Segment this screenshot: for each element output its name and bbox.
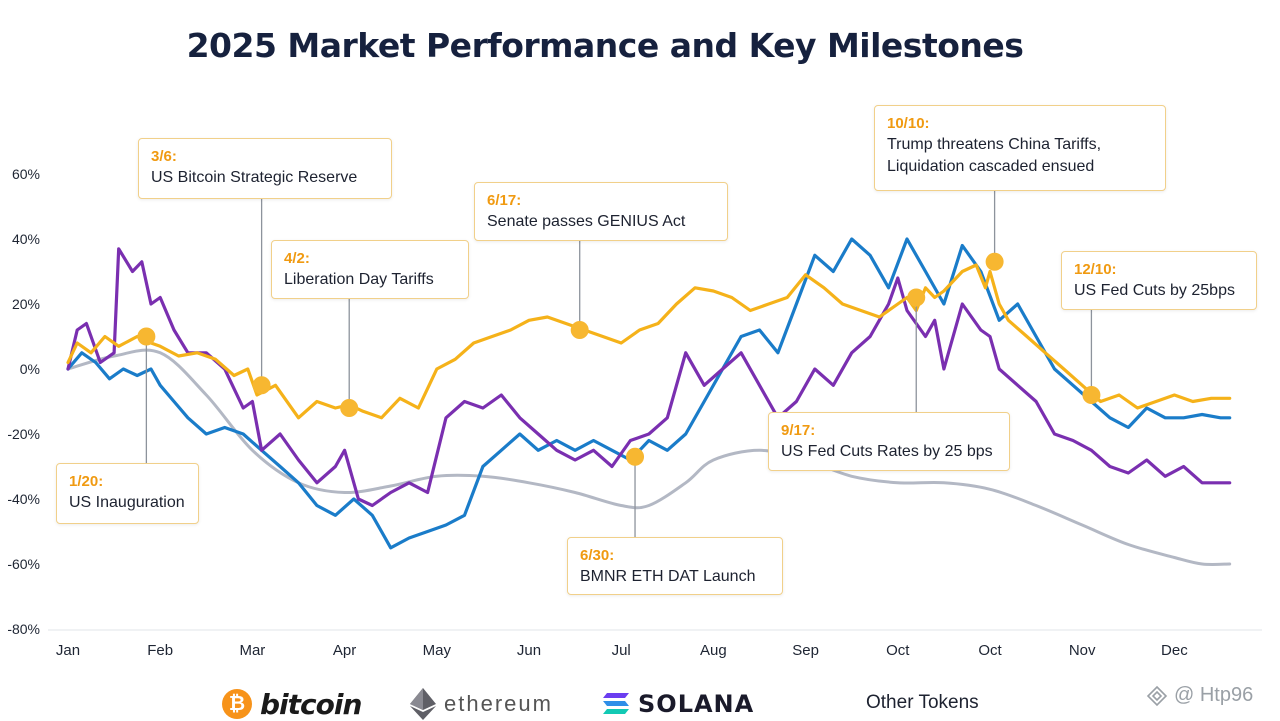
bitcoin-logo-icon: ₿	[222, 689, 252, 719]
x-tick-label: Jul	[611, 642, 631, 659]
legend-ethereum-label: ethereum	[444, 691, 553, 716]
callout-label: BMNR ETH DAT Launch	[580, 568, 756, 585]
y-tick-label: 20%	[11, 296, 40, 312]
milestone-marker	[252, 376, 271, 395]
milestone-callout-fed-cut-dec: 12/10: US Fed Cuts by 25bps	[1061, 251, 1257, 310]
series-line-other-tokens	[66, 348, 1232, 566]
milestone-marker	[137, 327, 156, 346]
legend-solana: SOLANA	[602, 688, 754, 720]
x-tick-label: Aug	[700, 642, 727, 659]
x-tick-label: Apr	[332, 642, 357, 659]
callout-date: 6/17:	[487, 192, 522, 209]
milestone-callout-china-tariffs: 10/10: Trump threatens China Tariffs, Li…	[874, 105, 1166, 191]
x-tick-label: Nov	[1068, 642, 1096, 659]
callout-label: US Bitcoin Strategic Reserve	[151, 169, 358, 186]
milestone-callout-inauguration: 1/20: US Inauguration	[56, 463, 199, 524]
callout-label-line-1: Trump threatens China Tariffs,	[887, 136, 1102, 153]
y-tick-label: -80%	[7, 621, 40, 637]
milestone-marker	[626, 447, 645, 466]
series-line-ethereum	[66, 247, 1232, 508]
milestone-callout-fed-cut-sep: 9/17: US Fed Cuts Rates by 25 bps	[768, 412, 1010, 471]
y-tick-label: -40%	[7, 491, 40, 507]
milestone-marker	[340, 399, 359, 417]
x-tick-label: Oct	[978, 642, 1002, 659]
y-tick-label: 0%	[19, 361, 40, 377]
y-tick-label: -20%	[7, 426, 40, 442]
series-line-solana	[66, 237, 1232, 550]
x-tick-label: Jun	[516, 642, 542, 659]
x-tick-label: Oct	[886, 642, 910, 659]
legend-bitcoin: ₿ bitcoin	[222, 687, 362, 721]
milestone-marker	[985, 252, 1004, 271]
callout-label-line-2: Liquidation cascaded ensued	[887, 158, 1095, 175]
callout-date: 10/10:	[887, 115, 930, 132]
y-tick-label: -60%	[7, 556, 40, 572]
solana-logo-icon	[603, 693, 629, 714]
milestone-callout-bmnr-launch: 6/30: BMNR ETH DAT Launch	[567, 537, 783, 595]
series-line-bitcoin	[66, 263, 1232, 420]
x-tick-label: Sep	[792, 642, 819, 659]
milestone-marker	[907, 288, 926, 307]
watermark: @ Htp96	[1146, 684, 1253, 707]
milestone-marker	[1082, 386, 1101, 404]
x-tick-label: Feb	[147, 642, 174, 659]
x-tick-label: Dec	[1161, 642, 1188, 659]
callout-date: 4/2:	[284, 250, 310, 267]
callout-date: 1/20:	[69, 473, 104, 490]
callout-date: 6/30:	[580, 547, 615, 564]
legend-other-tokens: Other Tokens	[866, 692, 979, 713]
milestone-marker	[570, 321, 589, 339]
callout-label: US Inauguration	[69, 494, 185, 511]
legend-ethereum: ethereum	[410, 688, 553, 720]
milestone-callout-liberation-day: 4/2: Liberation Day Tariffs	[271, 240, 469, 299]
callout-label: Senate passes GENIUS Act	[487, 213, 686, 230]
milestone-callout-genius-act: 6/17: Senate passes GENIUS Act	[474, 182, 728, 241]
x-tick-label: Mar	[239, 642, 266, 659]
callout-label: US Fed Cuts by 25bps	[1074, 282, 1235, 299]
chart-title: 2025 Market Performance and Key Mileston…	[186, 26, 1024, 65]
y-tick-label: 40%	[11, 231, 40, 247]
milestone-callout-bitcoin-reserve: 3/6: US Bitcoin Strategic Reserve	[138, 138, 392, 199]
callout-label: Liberation Day Tariffs	[284, 271, 434, 288]
callout-date: 3/6:	[151, 148, 177, 165]
callout-label: US Fed Cuts Rates by 25 bps	[781, 443, 993, 460]
ethereum-logo-icon	[410, 688, 436, 720]
x-tick-label: Jan	[55, 642, 81, 659]
callout-date: 9/17:	[781, 422, 816, 439]
legend-bitcoin-label: bitcoin	[260, 687, 362, 721]
callout-date: 12/10:	[1074, 261, 1117, 278]
legend-solana-label: SOLANA	[638, 690, 755, 718]
x-tick-label: May	[422, 642, 451, 659]
watermark-text: @ Htp96	[1174, 684, 1254, 706]
y-tick-label: 60%	[11, 166, 40, 182]
diamond-logo-icon	[1146, 685, 1168, 706]
